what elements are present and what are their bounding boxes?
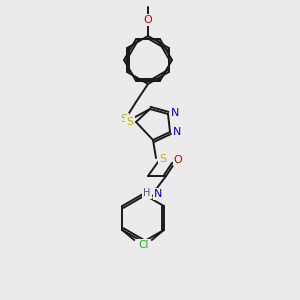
Text: Cl: Cl <box>139 240 149 250</box>
Text: S: S <box>159 154 167 164</box>
Text: N: N <box>154 189 162 199</box>
Text: N: N <box>173 127 181 137</box>
Text: N: N <box>171 108 179 118</box>
Text: O: O <box>174 155 182 165</box>
Text: S: S <box>126 117 134 127</box>
Text: O: O <box>144 15 152 25</box>
Text: Cl: Cl <box>137 240 147 250</box>
Text: H: H <box>143 188 151 198</box>
Text: S: S <box>120 114 128 124</box>
